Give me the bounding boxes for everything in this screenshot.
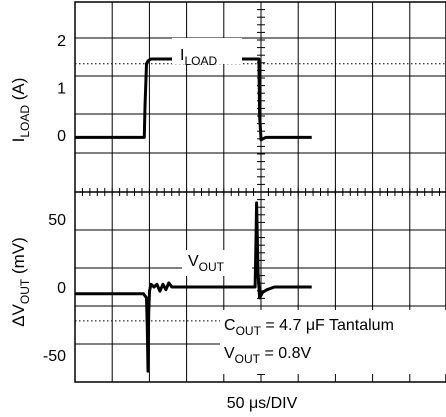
vout-label-bg: [182, 250, 252, 276]
vout-trace-label: VOUT: [188, 253, 225, 274]
y-tick-label: 2: [57, 33, 66, 50]
vout-trace: [75, 201, 312, 373]
grid: [74, 1, 446, 383]
iload-label-bg: [172, 38, 242, 64]
y-tick-label: 0: [57, 128, 66, 145]
top-y-axis-label: ILOAD (A): [9, 78, 32, 143]
bottom-y-axis-label: ΔVOUT (mV): [9, 237, 32, 327]
iload-trace: [75, 57, 312, 142]
iload-trace-label: ILOAD: [180, 47, 217, 68]
y-tick-label: -50: [43, 348, 66, 365]
y-tick-label: 1: [57, 81, 66, 98]
y-tick-label: 0: [57, 280, 66, 297]
y-tick-labels: 2 1 0 50 0 -50: [43, 33, 66, 365]
x-axis-label: 50 μs/DIV: [227, 395, 298, 412]
annotation-bg: [220, 310, 446, 374]
cout-annotation: COUT = 4.7 μF Tantalum: [224, 317, 394, 338]
y-tick-label: 50: [48, 212, 66, 229]
vout-annotation: VOUT = 0.8V: [224, 345, 311, 366]
